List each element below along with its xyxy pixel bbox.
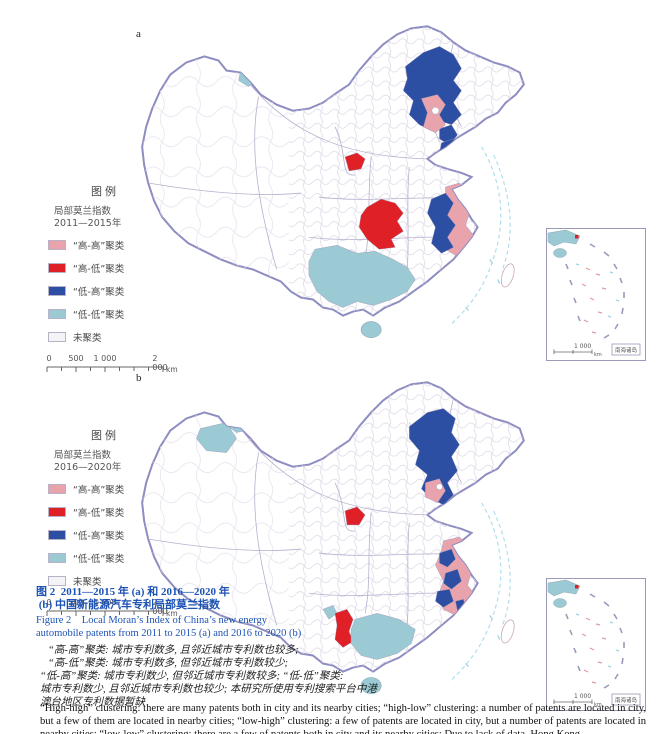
inset-scale-unit: km [594,702,602,708]
inset-island-groups-pink [581,267,607,334]
inset-island-dots-blue [575,613,620,668]
inset-scale-unit: km [594,352,602,358]
legend-item-low-low: “低-低”聚类 [48,551,180,565]
legend-item-low-high: “低-高”聚类 [48,284,180,298]
caption-en-line1: Figure 2 Local Moran’s Index of China’s … [36,615,268,626]
legend-item-high-low: “高-低”聚类 [48,505,180,519]
scale-bar-a: 0 500 1 000 2 000 km [46,354,178,374]
unclustered-enclave-ne [431,106,440,115]
small-islands [465,258,501,311]
map-china-panel-a [141,25,525,338]
inset-guangdong-coast [547,579,581,597]
inset-island-groups-pink [581,617,607,684]
cluster-layer-b [196,402,476,660]
caption-zh-line2: (b) 中国新能源汽车专利局部莫兰指数 [36,599,220,611]
taiwan-island [500,263,515,288]
cluster-high-low-coast-city [419,645,428,654]
hainan-island [360,321,382,338]
swatch-low-low-icon [48,309,66,319]
legend-item-high-high: “高-高”聚类 [48,482,180,496]
map-china-panel-b [141,381,525,694]
inset-dash-line [565,243,625,339]
south-china-sea-inset-b: 1 000 km 南海诸岛 [546,578,646,711]
legend-title: 图例 [91,429,119,442]
legend-item-not-clustered: 未聚类 [48,574,180,588]
cluster-low-high-delta-1 [439,548,456,568]
swatch-not-clustered-icon [48,332,66,342]
panel-a-label: a [136,28,141,40]
cluster-low-high-delta [427,192,456,254]
swatch-high-high-icon [48,240,66,250]
legend-item-not-clustered: 未聚类 [48,330,180,344]
inset-scale-value: 1 000 [574,343,591,350]
inset-red-city [575,585,579,589]
legend-panel-b: 图例 局部莫兰指数 2016—2020年 “高-高”聚类 “高-低”聚类 “低-… [46,427,180,620]
sea-boundary-dashes [449,502,511,683]
cluster-low-high-northeast [403,46,462,132]
legend-panel-a: 图例 局部莫兰指数 2011—2015年 “高-高”聚类 “高-低”聚类 “低-… [46,183,180,376]
panel-b-label: b [136,372,142,384]
taiwan-island [500,619,515,644]
legend-item-high-low: “高-低”聚类 [48,261,180,275]
inset-island-dots-blue [575,263,620,318]
swatch-not-clustered-icon [48,576,66,586]
legend-index-label: 局部莫兰指数 [54,450,112,461]
hainan-island [360,677,382,694]
sea-boundary-dashes [449,146,511,327]
cluster-high-high-tianjin [451,150,466,166]
swatch-high-low-icon [48,263,66,273]
cluster-low-low-north-xinjiang-1 [234,54,245,71]
legend-item-low-low: “低-低”聚类 [48,307,180,321]
note-english: “High-high” clustering: there are many p… [40,703,646,734]
inset-hainan [553,598,567,608]
figure-caption: 图 2 2011—2015 年 (a) 和 2016—2020 年 (b) 中国… [36,586,376,640]
legend-period: 2016—2020年 [54,462,122,473]
legend-title: 图例 [91,185,119,198]
cluster-low-low-southwest [350,613,416,660]
swatch-low-low-icon [48,553,66,563]
cluster-high-low-coast-city [417,287,426,296]
cluster-low-high-delta-2 [443,568,462,590]
legend-index-label: 局部莫兰指数 [54,206,112,217]
cluster-low-high-delta-4 [455,599,466,612]
cluster-high-low-chongqing [358,198,404,250]
small-islands [465,614,501,667]
legend-item-low-high: “低-高”聚类 [48,528,180,542]
inset-dash-line [565,593,625,689]
caption-zh-line1: 图 2 2011—2015 年 (a) 和 2016—2020 年 [36,586,230,598]
swatch-low-high-icon [48,286,66,296]
inset-label: 南海诸岛 [615,346,638,354]
note-chinese: “高-高”聚类: 城市专利数多, 且邻近城市专利数也较多; “高-低”聚类: 城… [40,645,377,708]
cluster-low-high-northeast [409,408,460,506]
legend-item-high-high: “高-高”聚类 [48,238,180,252]
cluster-high-low-north-central [344,506,366,526]
scale-bar-ruler [46,610,164,616]
swatch-high-high-icon [48,484,66,494]
inset-hainan [553,248,567,258]
inset-label: 南海诸岛 [615,696,638,704]
inset-red-city [575,235,579,239]
swatch-high-low-icon [48,507,66,517]
legend-period: 2011—2015年 [54,218,122,229]
cluster-low-low-southwest [308,245,416,308]
scale-bar-b: 0 500 1 000 2 000 km [46,598,178,618]
prefecture-mesh [142,26,524,316]
cluster-low-high-delta-3 [435,588,454,608]
cluster-high-low-north-central [344,152,366,172]
inset-scale-value: 1 000 [574,693,591,700]
swatch-low-high-icon [48,530,66,540]
south-china-sea-inset-a: 1 000 km 南海诸岛 [546,228,646,361]
caption-en-line2: automobile patents from 2011 to 2015 (a)… [36,628,302,639]
scale-bar-ruler [46,366,164,372]
inset-guangdong-coast [547,229,581,247]
unclustered-enclave-ne [436,483,443,490]
